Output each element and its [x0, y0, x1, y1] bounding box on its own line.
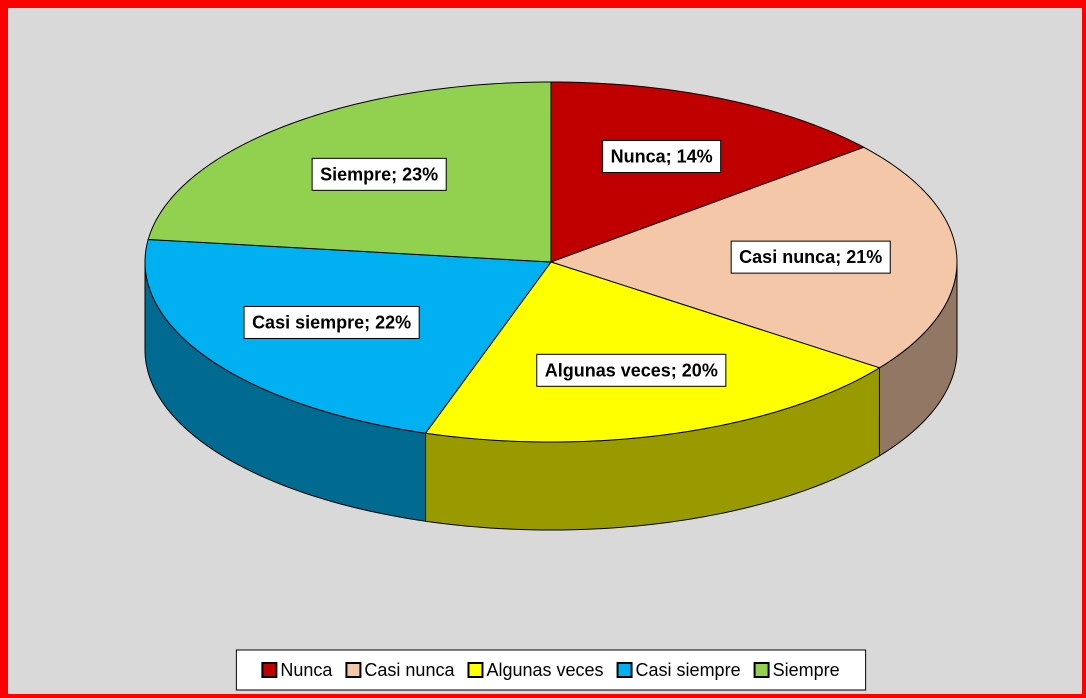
legend-label: Nunca [280, 660, 333, 680]
legend-swatch [261, 662, 278, 678]
data-label-box [311, 157, 447, 191]
legend-swatch [345, 662, 362, 678]
legend-label: Casi nunca [364, 660, 455, 680]
legend-label: Algunas veces [486, 660, 603, 680]
data-labels: Nunca; 14% Casi nunca; 21% Algunas veces; … [243, 140, 891, 387]
data-label-box [243, 305, 420, 339]
data-label: Algunas veces; 20% [545, 360, 718, 380]
legend: Nunca Casi nunca Algunas veces Casi siempre… [235, 649, 867, 691]
data-label: Casi siempre; 22% [252, 312, 411, 332]
data-label: Nunca; 14% [611, 147, 713, 167]
legend-label: Siempre [773, 660, 840, 680]
legend-label: Casi siempre [636, 660, 741, 680]
legend-swatch [616, 662, 633, 678]
data-label: Siempre; 23% [320, 164, 438, 184]
legend-swatch [753, 662, 770, 678]
data-label-box [602, 140, 722, 174]
legend-swatch [467, 662, 484, 678]
slice [424, 261, 881, 443]
data-label-box [536, 353, 727, 387]
data-label-box [730, 240, 891, 274]
data-label: Casi nunca; 21% [739, 247, 882, 267]
